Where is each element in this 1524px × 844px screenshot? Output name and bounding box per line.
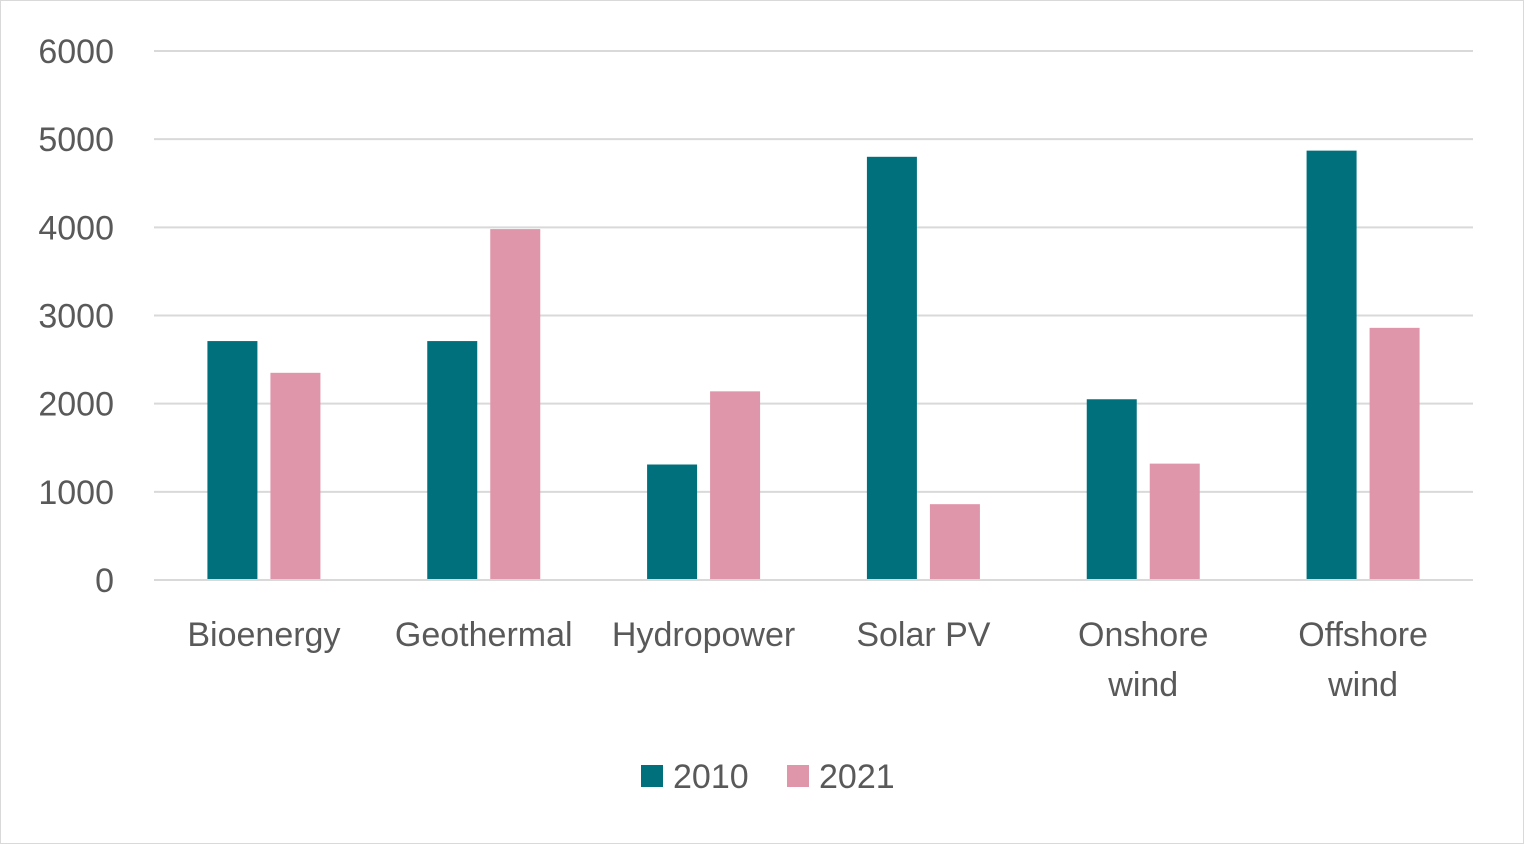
bar-2010-bioenergy <box>207 341 258 580</box>
bar-2010-geothermal <box>427 341 478 580</box>
x-tick-label-line: Bioenergy <box>187 616 340 654</box>
bar-2010-offshore-wind <box>1306 150 1357 580</box>
bars <box>207 150 1420 581</box>
y-tick-label: 1000 <box>38 474 114 512</box>
legend-label-2021: 2021 <box>819 758 895 796</box>
bar-2010-onshore-wind <box>1086 399 1137 580</box>
x-tick-label-line: wind <box>1327 666 1398 704</box>
gridlines <box>154 50 1473 493</box>
bar-2010-hydropower <box>647 464 698 580</box>
x-tick-label-line: Geothermal <box>395 616 573 654</box>
x-tick-label: Onshore wind <box>1078 616 1208 704</box>
x-tick-label-line: wind <box>1107 666 1178 704</box>
x-tick-label: Hydropower <box>612 616 795 654</box>
bar-2021-hydropower <box>710 391 761 580</box>
x-tick-label: Offshore wind <box>1298 616 1428 704</box>
y-tick-label: 5000 <box>38 121 114 159</box>
y-tick-label: 2000 <box>38 386 114 424</box>
axes: 0 1000 2000 3000 4000 5000 6000 Bioenergy Geothe… <box>38 33 1473 704</box>
x-tick-label: Geothermal <box>395 616 573 654</box>
y-tick-label: 6000 <box>38 33 114 71</box>
y-tick-label: 4000 <box>38 209 114 247</box>
bar-2010-solar-pv <box>866 156 917 581</box>
x-tick-label-line: Solar PV <box>856 616 990 654</box>
x-tick-label-line: Onshore <box>1078 616 1208 654</box>
legend-label-2010: 2010 <box>673 758 749 796</box>
legend-swatch-2021 <box>787 765 809 787</box>
bar-2021-solar-pv <box>929 504 980 580</box>
x-tick-label: Solar PV <box>856 616 990 654</box>
bar-2021-geothermal <box>490 229 541 580</box>
y-tick-label: 0 <box>95 562 114 600</box>
bar-2021-onshore-wind <box>1149 463 1200 580</box>
bar-2021-offshore-wind <box>1369 327 1420 580</box>
y-tick-label: 3000 <box>38 298 114 336</box>
bar-2021-bioenergy <box>270 372 321 580</box>
legend-swatch-2010 <box>641 765 663 787</box>
x-tick-label-line: Hydropower <box>612 616 795 654</box>
legend: 2010 2021 <box>641 758 895 796</box>
x-tick-label: Bioenergy <box>187 616 340 654</box>
x-tick-label-line: Offshore <box>1298 616 1428 654</box>
